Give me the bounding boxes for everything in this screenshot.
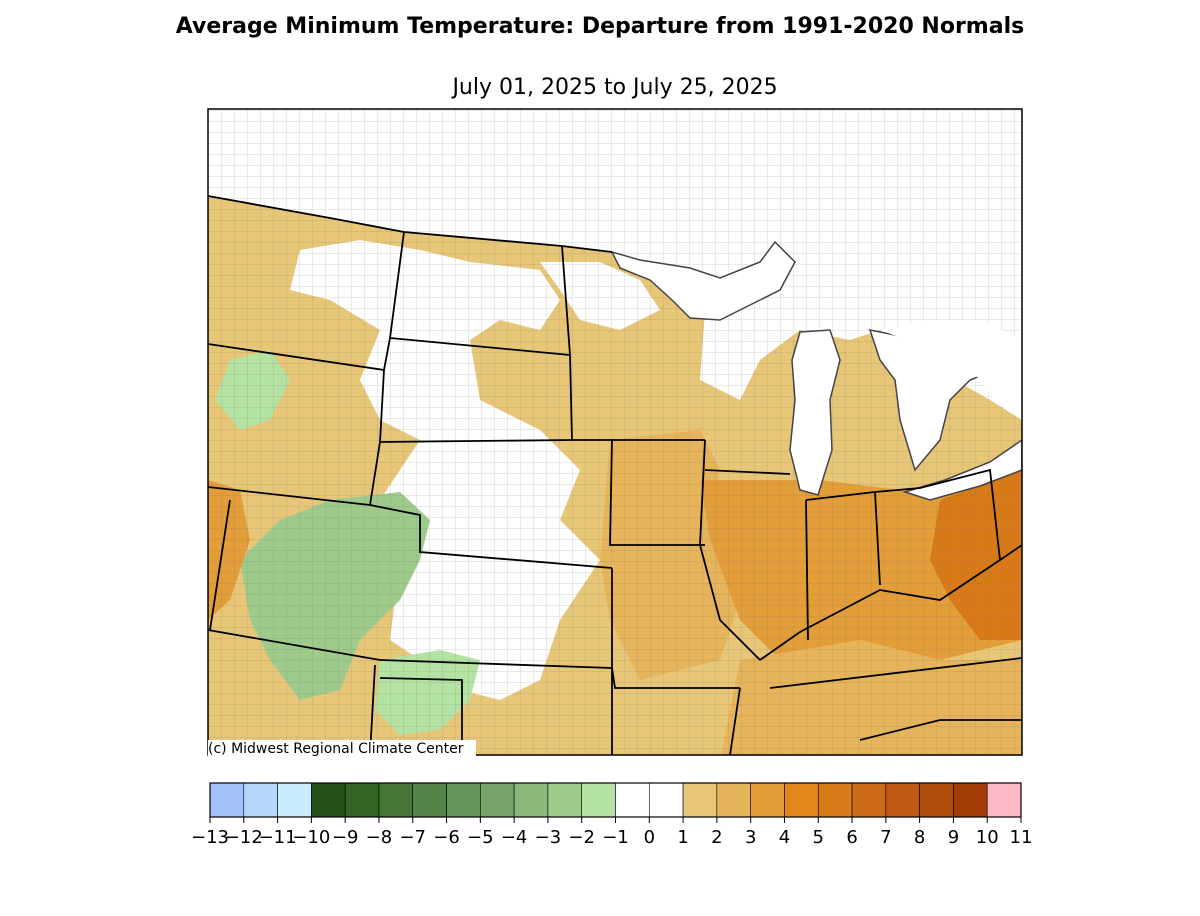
colorbar-tick-label: −10 [292, 827, 330, 848]
colorbar-bin [378, 782, 414, 818]
colorbar-tick-label: −12 [225, 827, 263, 848]
colorbar-bin [581, 782, 616, 818]
colorbar-tick-label: −4 [501, 827, 528, 848]
lake-michigan [789, 329, 841, 496]
chart-title: Average Minimum Temperature: Departure f… [175, 14, 1025, 39]
county-grid [208, 109, 1022, 755]
colorbar-bin [480, 782, 515, 818]
colorbar-bin [547, 782, 583, 818]
colorbar-tick-label: 1 [677, 827, 688, 848]
colorbar-bin [648, 782, 684, 818]
colorbar-tick-label: 3 [745, 827, 756, 848]
colorbar-bin [513, 782, 549, 818]
colorbar-tick-label: −11 [259, 827, 297, 848]
colorbar-bin [784, 782, 819, 818]
colorbar-bin [344, 782, 380, 818]
colorbar-tick-label: −13 [191, 827, 229, 848]
colorbar-tick-label: −5 [467, 827, 494, 848]
colorbar-bin [885, 782, 920, 818]
great-lakes [610, 240, 1022, 501]
colorbar-bin [716, 782, 751, 818]
colorbar-bin [243, 782, 278, 818]
colorbar-bin [412, 782, 447, 818]
colorbar-tick-label: 6 [846, 827, 857, 848]
colorbar-bin [851, 782, 887, 818]
colorbar-frame [209, 782, 1022, 818]
colorbar-tick-label: −3 [535, 827, 562, 848]
colorbar-tick-label: −7 [399, 827, 426, 848]
colorbar-tick-label: 5 [813, 827, 824, 848]
colorbar-bin [986, 782, 1022, 818]
colorbar-bin [953, 782, 988, 818]
chart-subtitle: July 01, 2025 to July 25, 2025 [452, 75, 778, 100]
colorbar-tick-label: 0 [644, 827, 655, 848]
colorbar-bin [750, 782, 785, 818]
departure-map [207, 108, 1023, 756]
colorbar-bin [615, 782, 650, 818]
colorbar-tick-label: 7 [880, 827, 891, 848]
lake-superior [610, 240, 796, 321]
map-frame [207, 108, 1023, 756]
colorbar-bin [682, 782, 718, 818]
colorbar-bin [817, 782, 853, 818]
colorbar-tick-label: 9 [948, 827, 959, 848]
colorbar-bin [277, 782, 312, 818]
colorbar-bin [311, 782, 346, 818]
copyright-note: (c) Midwest Regional Climate Center [208, 740, 476, 758]
colorbar-tick-label: −9 [332, 827, 359, 848]
colorbar-tick-label: 8 [914, 827, 925, 848]
colorbar-tick-label: 10 [976, 827, 999, 848]
colorbar-tick-label: 2 [711, 827, 722, 848]
colorbar-bin [446, 782, 481, 818]
colorbar-tick-label: −8 [366, 827, 393, 848]
colorbar-bin [919, 782, 954, 818]
colorbar-tick-label: −6 [433, 827, 460, 848]
state-borders [208, 195, 1022, 755]
colorbar-tick-label: −2 [568, 827, 595, 848]
colorbar-legend: −13−12−11−10 −9 −8 −7 −6 −5 −4 −3 −2 −1 0 1 2 3 4 5 6 7 8 9… [191, 782, 1033, 848]
colorbar-tick-label: −1 [602, 827, 629, 848]
colorbar-tick-label: 11 [1010, 827, 1033, 848]
colorbar-tick-label: 4 [779, 827, 790, 848]
canada-land [880, 320, 1022, 420]
colorbar-bin [209, 782, 245, 818]
